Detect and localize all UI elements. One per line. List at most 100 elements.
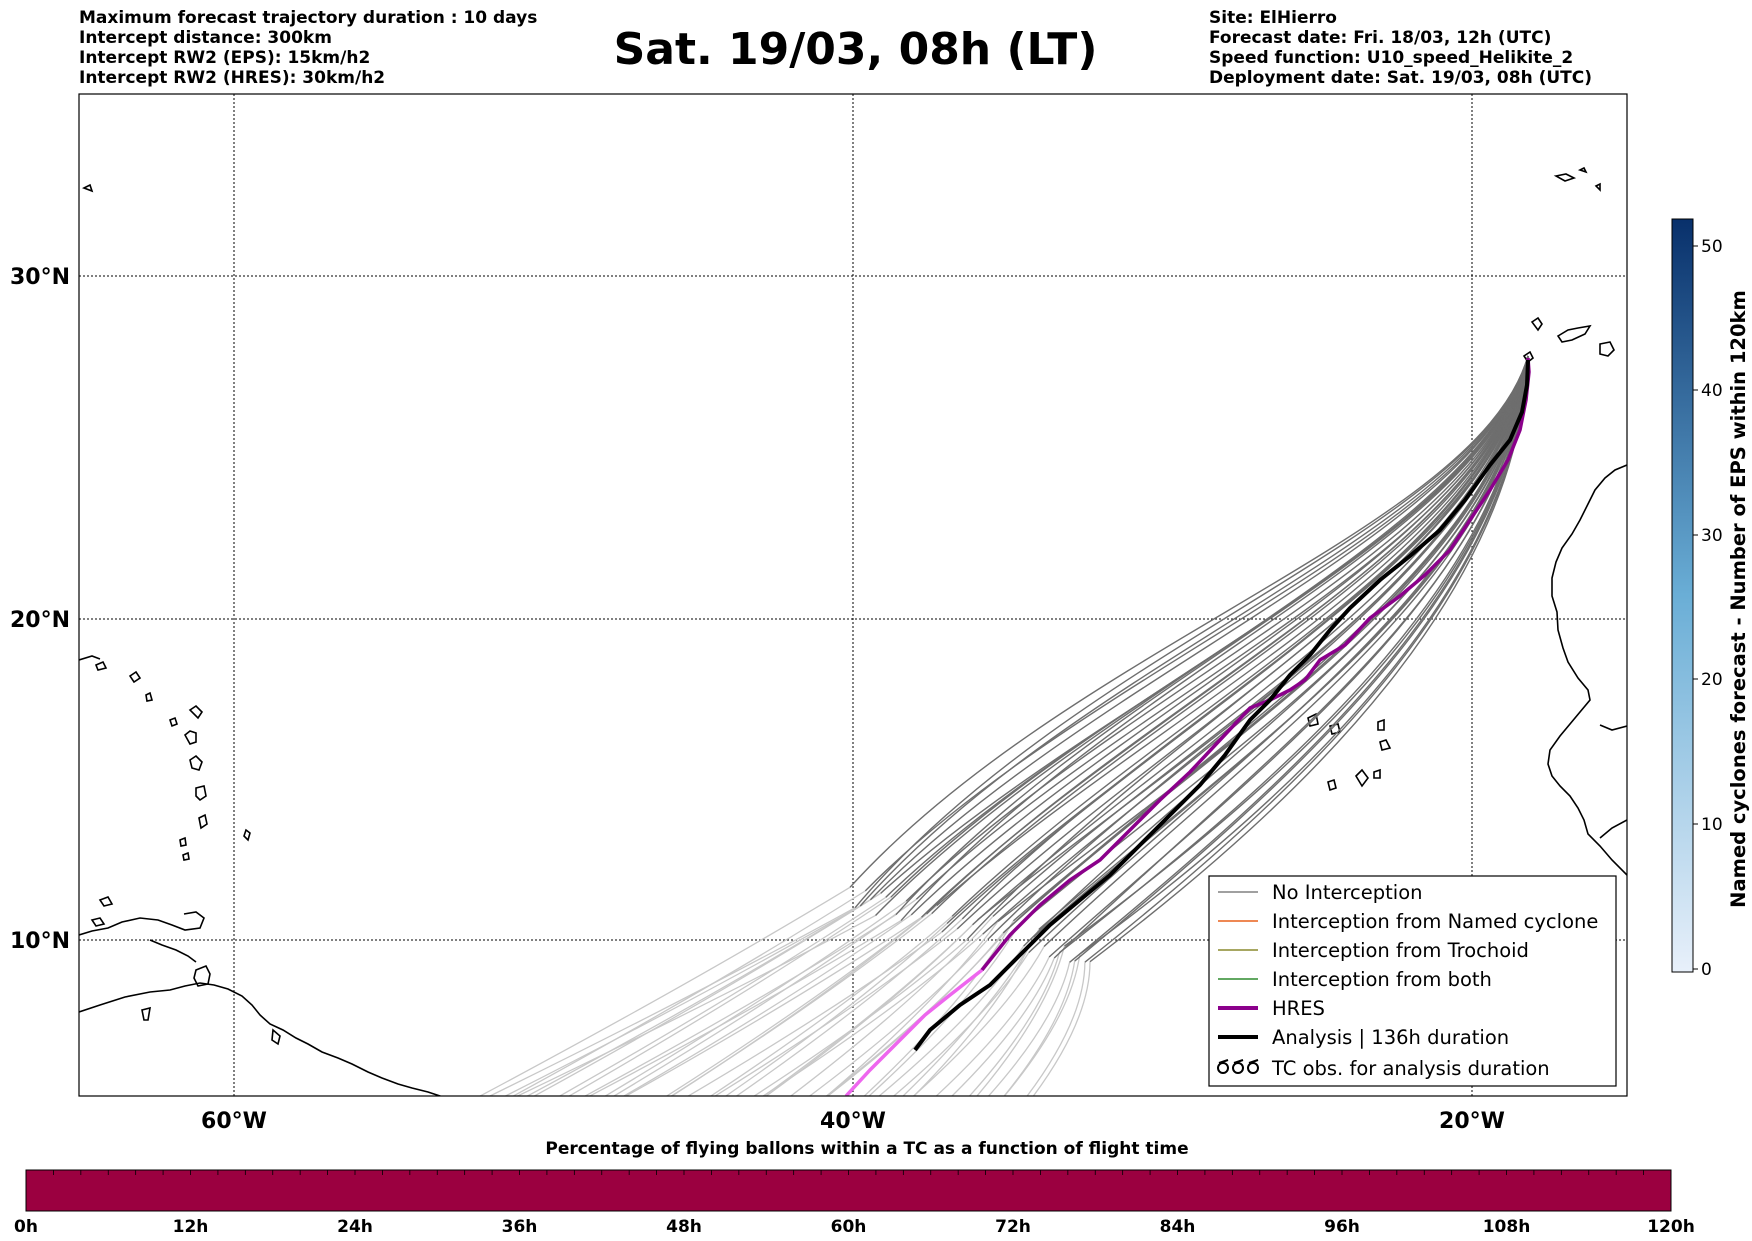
eps-trajectory-early — [724, 922, 948, 1096]
eps-trajectory-early — [516, 914, 876, 1096]
eps-trajectory — [926, 355, 1529, 915]
island-3 — [195, 785, 207, 802]
coastlines — [79, 166, 1627, 1096]
cb-tick-30: 30 — [1701, 526, 1723, 546]
colorbar-bottom-tick-label: 60h — [831, 1217, 867, 1237]
eps-trajectory-early — [761, 933, 984, 1096]
canary-1 — [1530, 316, 1543, 332]
colorbar-bottom-title: Percentage of flying ballons within a TC… — [545, 1139, 1188, 1159]
eps-trajectory — [895, 355, 1529, 916]
lon-label-60w: 60°W — [201, 1109, 267, 1134]
header-left-info: Maximum forecast trajectory duration : 1… — [79, 8, 537, 88]
map-frame — [78, 93, 1628, 1097]
island-8 — [188, 704, 204, 720]
eps-trajectory-early — [583, 914, 897, 1096]
hres-trajectory-early — [844, 968, 984, 1096]
eps-trajectory-early — [808, 938, 989, 1096]
eps-trajectory-early — [987, 962, 1071, 1096]
intercept-distance-text: Intercept distance: 300km — [79, 28, 332, 48]
island-5 — [179, 836, 187, 847]
eps-trajectory-early — [624, 916, 922, 1096]
eps-trajectory-early — [567, 896, 892, 1096]
speed-function-text: Speed function: U10_speed_Helikite_2 — [1209, 48, 1574, 68]
eps-trajectory-early — [670, 913, 933, 1096]
eps-trajectory — [966, 355, 1529, 940]
island-10 — [145, 691, 154, 702]
eps-trajectory — [864, 355, 1529, 892]
colorbar-right: 0 10 20 30 40 50 Named cyclones forecast… — [1671, 218, 1750, 980]
eps-trajectory-early — [622, 914, 912, 1096]
island-17 — [271, 1028, 281, 1046]
cyclone-symbols-icon — [1217, 1059, 1259, 1074]
legend-named-cyclone-label: Interception from Named cyclone — [1272, 910, 1598, 933]
colorbar-right-gradient — [1671, 218, 1694, 973]
eps-trajectory-early — [1032, 961, 1091, 1096]
lon-label-20w: 20°W — [1439, 1109, 1505, 1134]
eps-trajectory-early — [825, 921, 999, 1096]
cb-tick-40: 40 — [1701, 381, 1723, 401]
madeira-2 — [1577, 166, 1588, 174]
eps-trajectory-early — [912, 946, 1045, 1096]
colorbar-right-ticks: 0 10 20 30 40 50 — [1693, 237, 1723, 980]
africa-coast — [1547, 464, 1627, 876]
eps-trajectories-early — [478, 886, 1091, 1096]
legend-hres-label: HRES — [1272, 997, 1325, 1020]
africa-coast-detail-2 — [1599, 819, 1627, 839]
madeira-3 — [1594, 182, 1601, 192]
colorbar-bottom-tick-label: 72h — [995, 1217, 1031, 1237]
eps-trajectory — [915, 355, 1529, 900]
eps-trajectory-early — [533, 892, 881, 1096]
eps-trajectory-early — [762, 919, 979, 1096]
analysis-trajectory — [913, 359, 1530, 1052]
colorbar-bottom-tick-label: 24h — [337, 1217, 373, 1237]
eps-trajectory-early — [612, 898, 917, 1096]
page-title: Sat. 19/03, 08h (LT) — [613, 24, 1098, 75]
eps-trajectory — [1064, 355, 1529, 947]
longitude-labels: 60°W 40°W 20°W — [201, 1109, 1505, 1134]
paria-coast — [149, 939, 197, 963]
site-text: Site: ElHierro — [1209, 8, 1337, 28]
cape-verde-5 — [1327, 778, 1337, 792]
colorbar-bottom-tick-label: 12h — [173, 1217, 209, 1237]
island-2 — [189, 754, 203, 771]
cb-tick-20: 20 — [1701, 670, 1723, 690]
cape-verde-4 — [1379, 739, 1392, 751]
eps-trajectory-early — [488, 907, 856, 1096]
colorbar-bottom-tick-label: 36h — [502, 1217, 538, 1237]
cb-tick-50: 50 — [1701, 237, 1723, 257]
canary-3 — [1599, 341, 1615, 357]
deployment-date-text: Deployment date: Sat. 19/03, 08h (UTC) — [1209, 68, 1593, 88]
lon-label-40w: 40°W — [820, 1109, 886, 1134]
eps-trajectory-early — [976, 945, 1066, 1096]
colorbar-right-label: Named cyclones forecast - Number of EPS … — [1727, 290, 1750, 908]
eps-trajectory-early — [713, 928, 958, 1096]
max-duration-text: Maximum forecast trajectory duration : 1… — [79, 8, 538, 28]
eps-trajectory — [849, 355, 1529, 888]
eps-trajectory-early — [512, 890, 866, 1096]
island-11 — [128, 670, 142, 684]
eps-trajectory-early — [478, 886, 851, 1096]
eps-trajectory-early — [687, 931, 943, 1096]
legend-analysis-label: Analysis | 136h duration — [1272, 1026, 1509, 1049]
colorbar-bottom-tick-label: 48h — [666, 1217, 702, 1237]
caribbean-coast-west — [79, 911, 205, 936]
eps-trajectory-early — [665, 905, 938, 1096]
eps-trajectory-early — [710, 915, 953, 1096]
eps-trajectory — [869, 355, 1529, 901]
madeira — [1553, 173, 1577, 182]
eps-trajectory-early — [588, 919, 902, 1096]
island-9 — [169, 716, 178, 728]
legend-box — [1208, 875, 1617, 1087]
legend-no-interception-label: No Interception — [1272, 881, 1423, 904]
cape-verde-7 — [1373, 768, 1381, 779]
eps-trajectory-early — [1003, 954, 1081, 1096]
eps-trajectory — [992, 355, 1529, 917]
eps-trajectory — [854, 355, 1529, 909]
eps-trajectory-early — [735, 918, 963, 1096]
colorbar-bottom-tick-label: 120h — [1647, 1217, 1695, 1237]
eps-trajectory-early — [935, 956, 1050, 1096]
island-1 — [183, 730, 197, 745]
island-18 — [82, 183, 94, 193]
lat-label-30n: 30°N — [10, 265, 70, 290]
